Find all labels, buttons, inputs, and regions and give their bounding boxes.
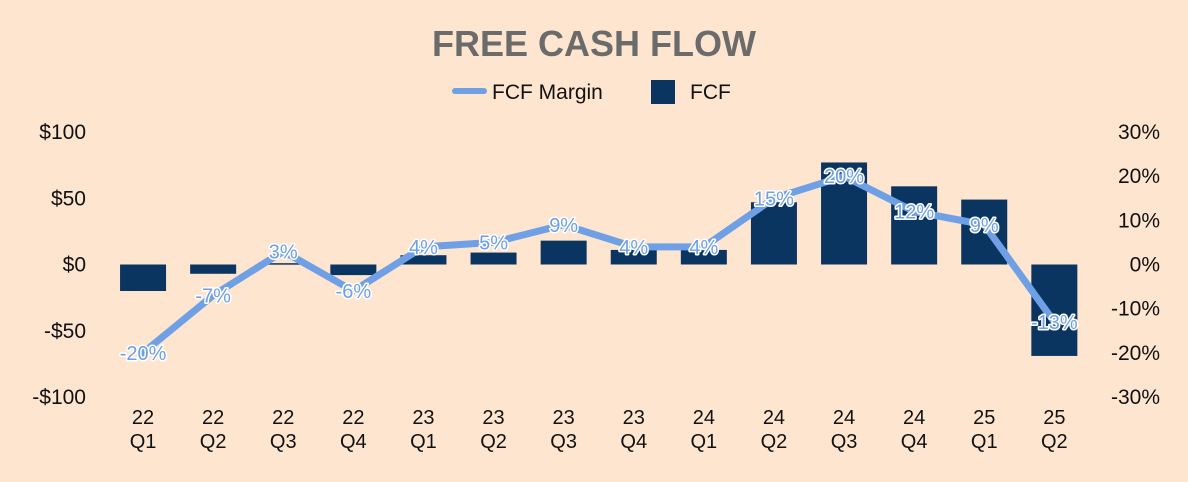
x-axis-categories: 22Q122Q222Q322Q423Q123Q223Q323Q424Q124Q2… — [130, 407, 1068, 453]
x-category-quarter: Q1 — [130, 431, 157, 453]
fcf-bar — [120, 264, 167, 291]
fcf-bar — [961, 199, 1008, 265]
x-category-year: 24 — [763, 407, 785, 429]
left-tick-label: -$50 — [44, 320, 86, 343]
fcf-margin-data-label: 5% — [479, 232, 508, 254]
fcf-margin-data-label: 20% — [824, 166, 864, 188]
x-category-year: 22 — [202, 407, 224, 429]
x-category-year: 22 — [132, 407, 154, 429]
x-category-year: 25 — [973, 407, 995, 429]
x-category-year: 24 — [903, 407, 925, 429]
left-tick-label: $100 — [39, 121, 86, 144]
x-category-year: 23 — [412, 407, 434, 429]
fcf-bar — [680, 249, 727, 265]
left-tick-label: -$100 — [32, 386, 86, 409]
x-category-quarter: Q2 — [480, 431, 507, 453]
fcf-margin-data-label: 4% — [689, 237, 718, 259]
chart-title: FREE CASH FLOW — [432, 23, 756, 64]
fcf-margin-data-label: 4% — [409, 237, 438, 259]
right-tick-label: -20% — [1111, 342, 1160, 365]
fcf-margin-data-label: -7% — [195, 285, 231, 307]
fcf-bar — [891, 186, 938, 265]
left-tick-label: $50 — [51, 187, 86, 210]
right-tick-label: -30% — [1111, 386, 1160, 409]
x-category-quarter: Q2 — [761, 431, 788, 453]
x-category-quarter: Q2 — [1041, 431, 1068, 453]
x-category-quarter: Q3 — [270, 431, 297, 453]
fcf-margin-data-labels: -20% -7% 3% -6% 4% 5% 9% 4% 4% 15% 20% 12% 9% -13% — [118, 165, 1079, 367]
x-category-quarter: Q1 — [971, 431, 998, 453]
right-y-axis: 30% 20% 10% 0% -10% -20% -30% — [1111, 121, 1160, 409]
fcf-margin-data-label: -6% — [336, 281, 372, 303]
fcf-margin-data-label: 4% — [619, 237, 648, 259]
x-category-year: 22 — [272, 407, 294, 429]
x-category-quarter: Q1 — [691, 431, 718, 453]
legend-label-fcf-margin: FCF Margin — [492, 81, 603, 104]
x-category-year: 23 — [482, 407, 504, 429]
legend-label-fcf: FCF — [690, 81, 731, 104]
fcf-bar — [190, 264, 237, 274]
fcf-margin-data-label: 9% — [970, 215, 999, 237]
fcf-bars — [120, 162, 1078, 356]
fcf-bar — [470, 252, 517, 265]
fcf-bar — [330, 264, 377, 276]
fcf-margin-data-label: 9% — [549, 215, 578, 237]
x-category-year: 22 — [342, 407, 364, 429]
fcf-bar — [400, 255, 447, 265]
fcf-bar — [540, 240, 587, 265]
fcf-bar — [260, 263, 307, 265]
right-tick-label: 10% — [1118, 209, 1160, 232]
x-category-year: 24 — [693, 407, 715, 429]
legend-swatch-fcf — [651, 80, 675, 104]
fcf-margin-data-label: 15% — [754, 188, 794, 210]
x-category-year: 25 — [1043, 407, 1065, 429]
right-tick-label: 30% — [1118, 121, 1160, 144]
x-category-quarter: Q3 — [831, 431, 858, 453]
fcf-margin-data-label: -13% — [1031, 312, 1078, 334]
fcf-margin-line — [139, 172, 1058, 357]
fcf-margin-data-label: 3% — [269, 241, 298, 263]
x-category-year: 23 — [623, 407, 645, 429]
right-tick-label: 0% — [1130, 254, 1160, 277]
x-category-quarter: Q3 — [550, 431, 577, 453]
legend: FCF Margin FCF — [452, 80, 731, 104]
x-category-year: 23 — [553, 407, 575, 429]
x-category-quarter: Q4 — [901, 431, 928, 453]
fcf-margin-series-line — [139, 172, 1058, 357]
right-tick-label: -10% — [1111, 298, 1160, 321]
x-category-year: 24 — [833, 407, 855, 429]
x-category-quarter: Q2 — [200, 431, 227, 453]
left-tick-label: $0 — [63, 254, 86, 277]
left-y-axis: $100 $50 $0 -$50 -$100 — [32, 121, 86, 409]
fcf-bar — [610, 249, 657, 265]
x-category-quarter: Q4 — [340, 431, 367, 453]
fcf-bar — [1031, 264, 1078, 356]
right-tick-label: 20% — [1118, 165, 1160, 188]
fcf-margin-data-label: -20% — [120, 343, 167, 365]
x-category-quarter: Q1 — [410, 431, 437, 453]
x-category-quarter: Q4 — [620, 431, 647, 453]
fcf-margin-data-label: 12% — [894, 202, 934, 224]
